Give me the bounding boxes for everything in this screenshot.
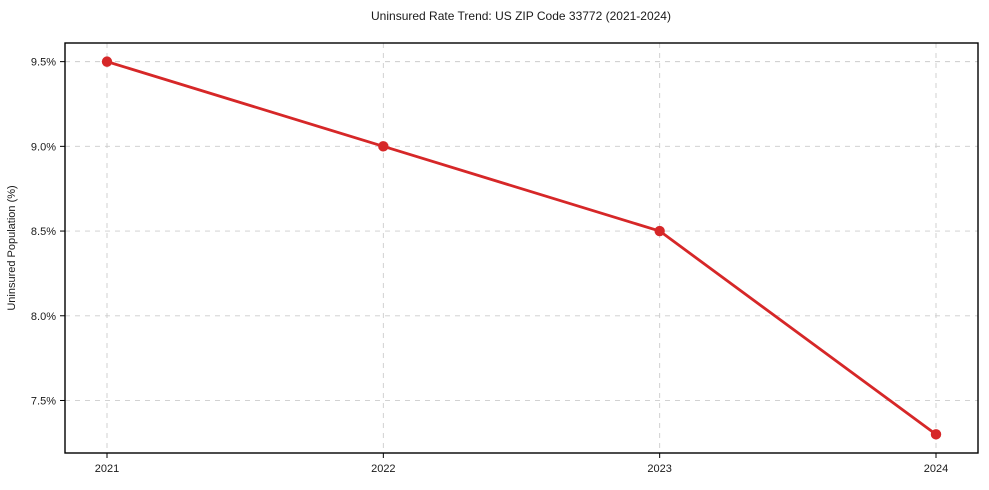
y-tick-label: 7.5%	[31, 395, 56, 407]
x-tick-label: 2024	[924, 463, 948, 475]
grid-layer	[65, 43, 978, 453]
y-tick-label: 9.5%	[31, 57, 56, 69]
y-tick-label: 8.5%	[31, 226, 56, 238]
y-tick-label: 9.0%	[31, 141, 56, 153]
y-axis-label: Uninsured Population (%)	[6, 185, 18, 310]
data-point-2021	[101, 56, 113, 67]
chart-title: Uninsured Rate Trend: US ZIP Code 33772 …	[371, 9, 671, 23]
trend-line	[105, 60, 938, 436]
data-point-2022	[378, 141, 389, 152]
y-tick-label: 8.0%	[31, 311, 56, 323]
data-point-2024	[930, 429, 942, 440]
x-tick-label: 2022	[371, 463, 395, 475]
series-layer	[101, 56, 942, 440]
plot-border	[64, 42, 979, 454]
x-tick-label: 2023	[647, 463, 671, 475]
x-tick-label: 2021	[95, 463, 119, 475]
data-point-2023	[654, 225, 665, 237]
axes-layer: 7.5% 8.0% 8.5% 9.0% 9.5% 2021 2022 2023 2024	[31, 42, 979, 475]
